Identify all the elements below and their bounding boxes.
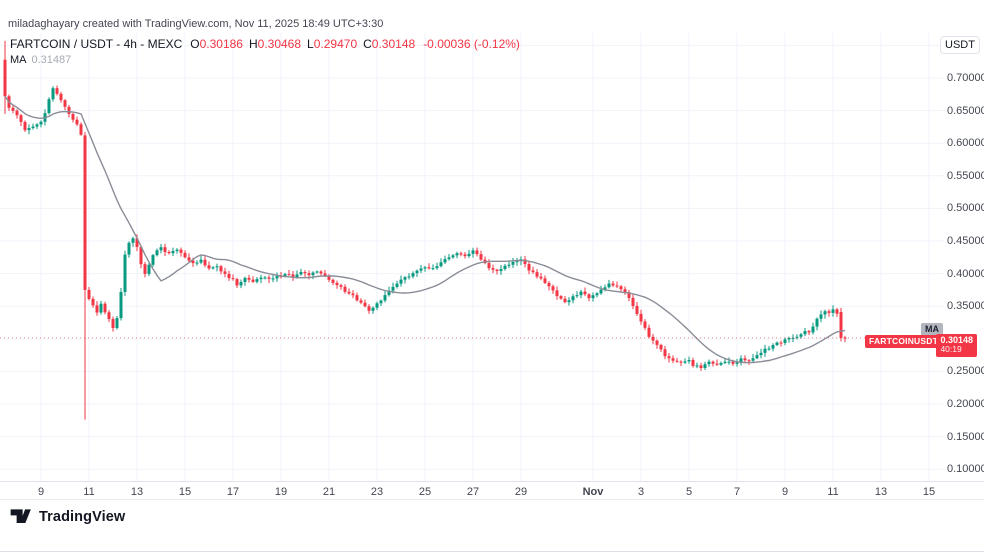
last-price-badge: 0.30148 40:19 — [936, 333, 977, 357]
page-bottom-divider — [0, 551, 984, 552]
time-axis-label: 13 — [130, 486, 144, 498]
time-axis-label: 29 — [514, 486, 528, 498]
ma-legend: MA 0.31487 — [10, 54, 71, 66]
symbol-price-badge: FARTCOINUSDT — [865, 334, 942, 348]
ma-price-badge: MA — [921, 323, 943, 337]
price-axis-label: 0.15000 — [947, 430, 984, 443]
ohlc-high: H0.30468 — [248, 37, 302, 51]
time-axis-label: 15 — [178, 486, 192, 498]
price-axis-label: 0.25000 — [947, 365, 984, 378]
time-axis-label: 27 — [466, 486, 480, 498]
symbol-title: FARTCOIN / USDT - 4h - MEXC — [10, 37, 183, 51]
time-axis-label: 15 — [922, 486, 936, 498]
tradingview-logo[interactable]: TradingView — [9, 508, 125, 525]
price-axis-label: 0.45000 — [947, 235, 984, 247]
tradingview-logo-text: TradingView — [39, 508, 126, 525]
price-axis-label: 0.10000 — [947, 463, 984, 476]
ma-indicator-label: MA — [10, 54, 27, 66]
time-axis-label: Nov — [582, 486, 604, 498]
price-axis-label: 0.55000 — [947, 169, 984, 182]
last-price-value: 0.30148 — [940, 334, 973, 345]
ohlc-open: O0.30186 — [190, 37, 243, 51]
symbol-legend: FARTCOIN / USDT - 4h - MEXC O0.30186 H0.30… — [10, 37, 520, 51]
price-axis-label: 0.70000 — [947, 72, 984, 84]
time-axis-label: 23 — [370, 486, 384, 498]
time-axis-label: 3 — [637, 486, 645, 498]
time-axis-label: 17 — [226, 486, 240, 498]
time-axis-label: 9 — [781, 486, 789, 498]
time-axis-label: 5 — [685, 486, 693, 498]
attribution-text: miladaghayary created with TradingView.c… — [8, 18, 384, 30]
tradingview-logo-icon — [10, 509, 31, 524]
price-axis-label: 0.50000 — [947, 202, 984, 215]
price-axis-label: 0.35000 — [947, 300, 984, 313]
price-axis-label: 0.20000 — [947, 398, 984, 410]
currency-usdt-button[interactable]: USDT — [940, 36, 980, 54]
ohlc-low: L0.29470 — [307, 37, 358, 51]
time-axis-label: 7 — [733, 486, 741, 498]
time-axis-label: 19 — [274, 486, 288, 498]
time-axis-label: 21 — [322, 486, 336, 498]
time-axis-label: 25 — [418, 486, 432, 498]
chart-plot-area[interactable] — [0, 33, 944, 481]
time-axis-label: 9 — [37, 486, 45, 498]
ohlc-close: C0.30148 — [363, 37, 416, 51]
price-axis-label: 0.40000 — [947, 267, 984, 280]
bar-countdown: 40:19 — [940, 344, 962, 355]
price-axis-label: 0.60000 — [947, 137, 984, 150]
time-axis[interactable]: 9 11 13 15 17 19 21 23 25 27 29 Nov 3 5 7 9 11 13 15 — [0, 481, 984, 500]
time-axis-label: 11 — [83, 486, 95, 498]
time-axis-label: 13 — [874, 486, 888, 498]
price-change: -0.00036 (-0.12%) — [423, 37, 520, 51]
price-axis-label: 0.65000 — [947, 104, 984, 117]
time-axis-label: 11 — [827, 486, 839, 498]
ma-indicator-value: 0.31487 — [31, 54, 72, 66]
